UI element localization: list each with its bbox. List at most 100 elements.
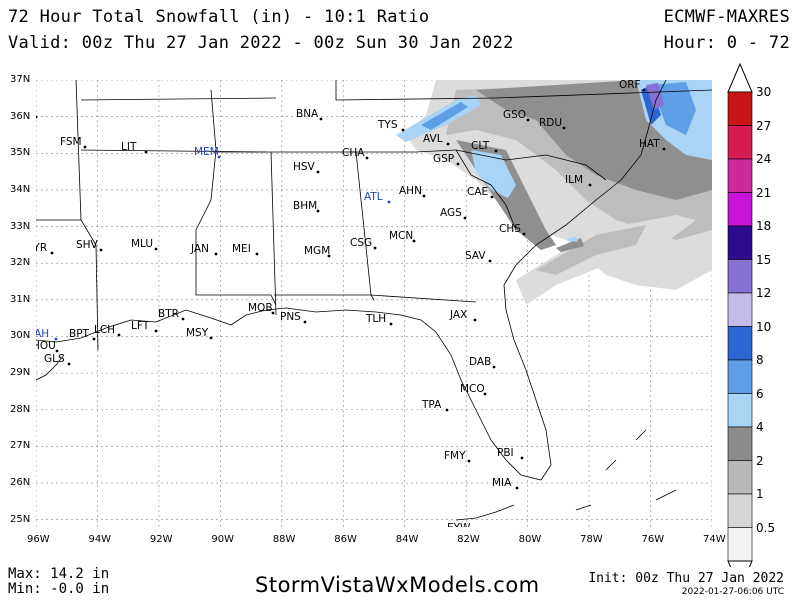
valid-period: Valid: 00z Thu 27 Jan 2022 - 00z Sun 30 … <box>8 33 514 53</box>
station-dot <box>490 195 494 199</box>
station-dot <box>365 156 369 160</box>
station-dot <box>467 459 471 463</box>
station-dot <box>492 365 496 369</box>
station-dot <box>55 349 59 353</box>
station-hat: HAT <box>639 138 660 150</box>
station-dot <box>54 337 58 341</box>
colorbar-label: 27 <box>756 118 772 133</box>
station-ahn: AHN <box>399 185 422 197</box>
station-dot <box>488 259 492 263</box>
station-mia: MIA <box>492 477 512 489</box>
station-dot <box>520 456 524 460</box>
station-mgm: MGM <box>304 245 330 257</box>
station-dot <box>387 200 391 204</box>
station-dot <box>494 149 498 153</box>
snowfall-map: TULFSMLITMEMBNATYSGSORDUORFHATAVLCLTCHAG… <box>36 80 712 527</box>
station-dot <box>588 183 592 187</box>
station-dot <box>456 162 460 166</box>
lon-tick: 92W <box>149 534 173 545</box>
colorbar-swatch <box>727 359 753 394</box>
lon-tick: 96W <box>27 534 50 545</box>
geography-lines <box>36 80 712 521</box>
station-dot <box>271 311 275 315</box>
station-mem: MEM <box>194 146 219 158</box>
colorbar-label: 18 <box>756 219 772 233</box>
station-dot <box>445 408 449 412</box>
station-tpa: TPA <box>421 399 442 411</box>
model-name: ECMWF-MAXRES <box>663 7 790 27</box>
station-rdu: RDU <box>539 117 562 129</box>
lon-tick: 88W <box>272 534 296 545</box>
station-dot <box>303 320 307 324</box>
station-dot <box>422 194 426 198</box>
colorbar-label: 6 <box>756 386 764 401</box>
station-dot <box>473 318 477 322</box>
station-cae: CAE <box>467 186 488 198</box>
lon-tick: 76W <box>641 534 665 545</box>
station-dot <box>526 118 530 122</box>
station-dot <box>446 142 450 146</box>
lat-tick: 34N <box>10 183 31 195</box>
station-lch: LCH <box>94 324 115 336</box>
station-dot <box>67 362 71 366</box>
station-dot <box>217 155 221 159</box>
station-dot <box>99 248 103 252</box>
station-dot <box>316 170 320 174</box>
station-dot <box>154 247 158 251</box>
station-gso: GSO <box>503 109 526 121</box>
lon-tick: 86W <box>334 534 357 545</box>
station-dot <box>92 337 96 341</box>
init-time: Init: 00z Thu 27 Jan 2022 <box>588 571 784 586</box>
colorbar-top-arrow <box>727 62 753 93</box>
station-mob: MOB <box>248 302 273 314</box>
station-avl: AVL <box>423 133 443 145</box>
station-orf: ORF <box>619 80 641 91</box>
station-fsm: FSM <box>60 136 82 148</box>
station-dot <box>642 88 646 92</box>
lon-tick: 94W <box>88 534 112 545</box>
station-shv: SHV <box>76 239 99 251</box>
station-dot <box>327 254 331 258</box>
station-hsv: HSV <box>293 161 316 173</box>
station-dot <box>50 251 54 255</box>
colorbar-label: 10 <box>756 319 772 334</box>
colorbar-swatch <box>727 527 753 562</box>
station-fmy: FMY <box>444 450 466 462</box>
station-dot <box>117 333 121 337</box>
station-dot <box>209 336 213 340</box>
station-eyw: EYW <box>447 522 471 527</box>
colorbar-bottom-arrow <box>727 560 753 567</box>
lon-tick: 74W <box>703 534 726 545</box>
lat-tick: 32N <box>10 257 31 269</box>
station-dot <box>562 126 566 130</box>
colorbar-label: 24 <box>756 152 772 166</box>
station-jan: JAN <box>190 243 209 255</box>
station-dot <box>83 145 87 149</box>
lat-tick: 26N <box>10 477 31 489</box>
station-dab: DAB <box>469 356 491 368</box>
station-dot <box>389 322 393 326</box>
colorbar-label: 0.5 <box>756 520 776 535</box>
station-labels: TULFSMLITMEMBNATYSGSORDUORFHATAVLCLTCHAG… <box>36 80 666 527</box>
station-mei: MEI <box>232 243 251 255</box>
station-cha: CHA <box>342 147 365 159</box>
station-tys: TYS <box>377 119 398 131</box>
lon-tick: 84W <box>395 534 419 545</box>
station-bna: BNA <box>296 108 319 120</box>
station-bhm: BHM <box>293 200 317 212</box>
station-dot <box>255 252 259 256</box>
colorbar-swatch <box>727 158 753 193</box>
station-dot <box>181 317 185 321</box>
lon-tick: 90W <box>211 534 234 545</box>
colorbar-swatch <box>727 292 753 327</box>
colorbar-swatch <box>727 460 753 495</box>
colorbar-swatch <box>727 493 753 528</box>
colorbar-swatch <box>727 125 753 160</box>
max-value: Max: 14.2 in <box>8 566 110 582</box>
station-dot <box>214 252 218 256</box>
lat-tick: 31N <box>10 293 31 305</box>
station-ilm: ILM <box>565 174 583 186</box>
station-dot <box>522 232 526 236</box>
colorbar-swatch <box>727 225 753 260</box>
station-lft: LFT <box>131 320 150 332</box>
